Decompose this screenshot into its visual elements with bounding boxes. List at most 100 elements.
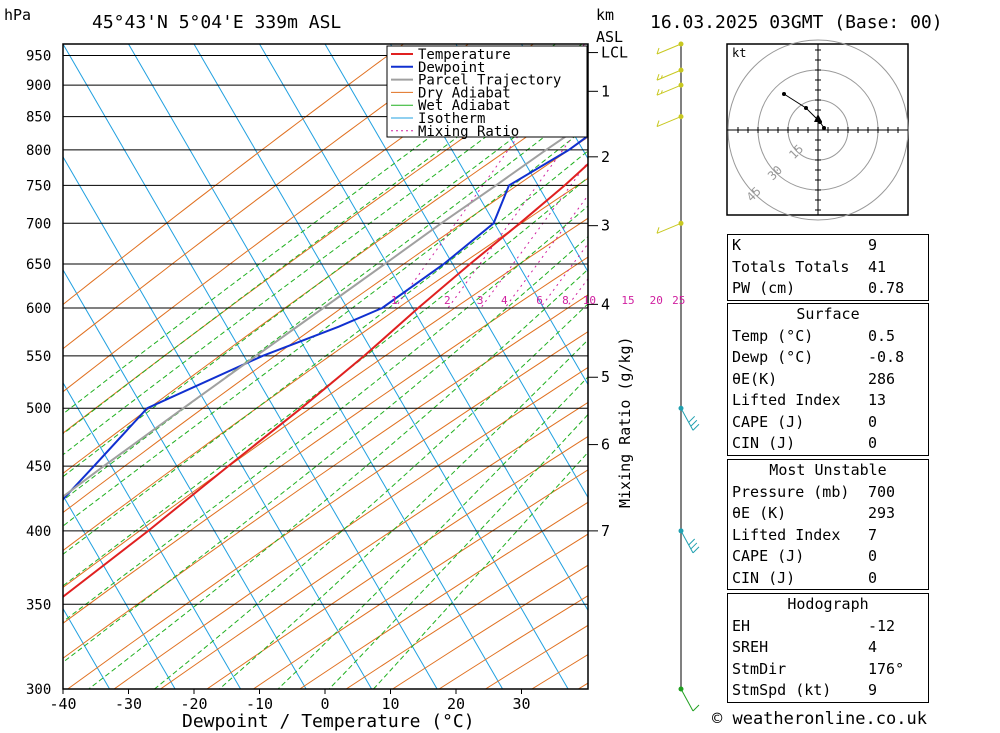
wind-barb-feather	[688, 538, 696, 546]
hodograph-unit-label: kt	[732, 46, 746, 60]
dry-adiabat-line	[67, 331, 588, 689]
mixing-ratio-value-label: 15	[621, 294, 634, 307]
wind-barb-feather	[690, 542, 698, 550]
surface-row: Lifted Index 13	[728, 390, 928, 412]
temperature-tick-label: -20	[180, 695, 207, 713]
temperature-tick-label: -10	[246, 695, 273, 713]
km-tick-label: 1	[601, 82, 610, 100]
surface-label: θE(K)	[732, 369, 778, 388]
dry-adiabat-line	[63, 217, 588, 589]
most-unstable-title: Most Unstable	[769, 461, 887, 479]
most-unstable-value: 293	[868, 504, 896, 522]
pressure-tick-label: 800	[26, 143, 51, 159]
wind-barb-feather	[660, 75, 663, 79]
wind-barb-feather	[692, 546, 700, 554]
hodograph-point	[822, 126, 826, 130]
isotherm-line	[390, 44, 588, 386]
mixing-ratio-line	[394, 44, 585, 309]
wind-barb-feather	[656, 89, 660, 96]
dewpoint-profile	[63, 134, 588, 501]
wind-barb	[680, 688, 700, 712]
wind-barb-staff	[680, 688, 694, 712]
hodograph-index-row: StmDir 176°	[728, 659, 928, 681]
hodograph-trace	[783, 93, 825, 129]
surface-label: Dewp (°C)	[732, 348, 814, 366]
temperature-tick-label: 30	[512, 695, 530, 713]
wind-barb	[656, 222, 682, 234]
pressure-tick-label: 950	[26, 48, 51, 64]
surface-value: 0.5	[868, 326, 896, 345]
temperature-tick-label: -40	[49, 695, 76, 713]
mixing-ratio-value-label: 10	[583, 294, 596, 307]
most-unstable-row: CAPE (J) 0	[728, 546, 928, 568]
surface-label: CAPE (J)	[732, 412, 805, 431]
temperature-tick-label: 20	[447, 695, 465, 713]
km-tick-label: 2	[601, 148, 610, 166]
wet-adiabat-line	[63, 125, 588, 527]
dry-adiabat-line	[63, 44, 534, 393]
dry-adiabat-line	[206, 435, 588, 689]
surface-row: Dewp (°C) -0.8	[728, 347, 928, 369]
footer-credit: © weatheronline.co.uk	[712, 709, 927, 729]
surface-label: Lifted Index	[732, 391, 841, 409]
hodograph-index-row: StmSpd (kt) 9	[728, 680, 928, 702]
most-unstable-value: 7	[868, 525, 878, 544]
index-label: K	[732, 236, 742, 254]
most-unstable-row: Lifted Index 7	[728, 525, 928, 547]
km-tick-label: 6	[601, 436, 610, 454]
wet-adiabat-line	[63, 59, 588, 456]
surface-row: CAPE (J) 0	[728, 412, 928, 434]
hodograph-index-label: StmDir	[732, 659, 787, 678]
parcel-trajectory-profile	[63, 120, 588, 498]
temperature-tick-label: 10	[381, 695, 399, 713]
hodograph-index-row: EH -12	[728, 616, 928, 638]
wind-barb-feather	[688, 415, 696, 423]
wet-adiabat-line	[63, 80, 588, 478]
km-tick-label: 3	[601, 217, 610, 235]
wind-barb	[656, 69, 682, 81]
wet-adiabat-line	[63, 176, 588, 587]
legend-entry: Temperature	[418, 47, 511, 63]
wet-adiabat-line	[328, 413, 588, 689]
pressure-tick-label: 400	[26, 524, 51, 540]
pressure-tick-label: 750	[26, 178, 51, 194]
surface-label: CIN (J)	[732, 434, 796, 452]
index-row: PW (cm) 0.78	[728, 278, 928, 300]
surface-row: Temp (°C) 0.5	[728, 326, 928, 348]
hodograph-index-value: -12	[868, 616, 896, 635]
mixing-ratio-value-label: 8	[562, 294, 569, 307]
dry-adiabat-line	[113, 366, 588, 689]
wind-barb	[656, 116, 682, 128]
index-value: 9	[868, 236, 878, 254]
wet-adiabat-line	[63, 44, 556, 415]
hodograph-index-label: StmSpd (kt)	[732, 681, 832, 699]
wind-barb	[656, 84, 682, 96]
isotherm-line	[63, 607, 111, 689]
surface-row: θE(K) 286	[728, 369, 928, 391]
wind-barb	[680, 407, 700, 431]
pressure-tick-label: 300	[26, 682, 51, 698]
pressure-unit-label: hPa	[4, 6, 31, 24]
pressure-tick-label: 500	[26, 401, 51, 417]
pressure-tick-label: 550	[26, 349, 51, 365]
surface-table: Surface Temp (°C) 0.5 Dewp (°C) -0.8 θE(K) 286…	[727, 303, 929, 456]
legend-box	[386, 45, 588, 138]
dry-adiabat-line	[63, 256, 588, 624]
hodograph-index-value: 4	[868, 638, 878, 656]
dry-adiabat-line	[63, 177, 588, 552]
most-unstable-label: Lifted Index	[732, 525, 841, 544]
wind-barb-staff	[656, 69, 682, 81]
km-tick-label: 5	[601, 368, 610, 386]
wet-adiabat-line	[63, 44, 583, 435]
km-tick-label: 4	[601, 295, 610, 313]
dry-adiabat-line	[253, 469, 588, 689]
most-unstable-row: Pressure (mb) 700	[728, 482, 928, 504]
dry-adiabat-line	[299, 501, 588, 689]
wind-barb-staff	[680, 407, 694, 431]
isotherm-line	[63, 494, 176, 689]
legend-entry: Dry Adiabat	[418, 85, 511, 101]
wind-barb-staff	[656, 222, 682, 234]
mixing-ratio-line	[447, 114, 588, 309]
pressure-tick-label: 600	[26, 301, 51, 317]
